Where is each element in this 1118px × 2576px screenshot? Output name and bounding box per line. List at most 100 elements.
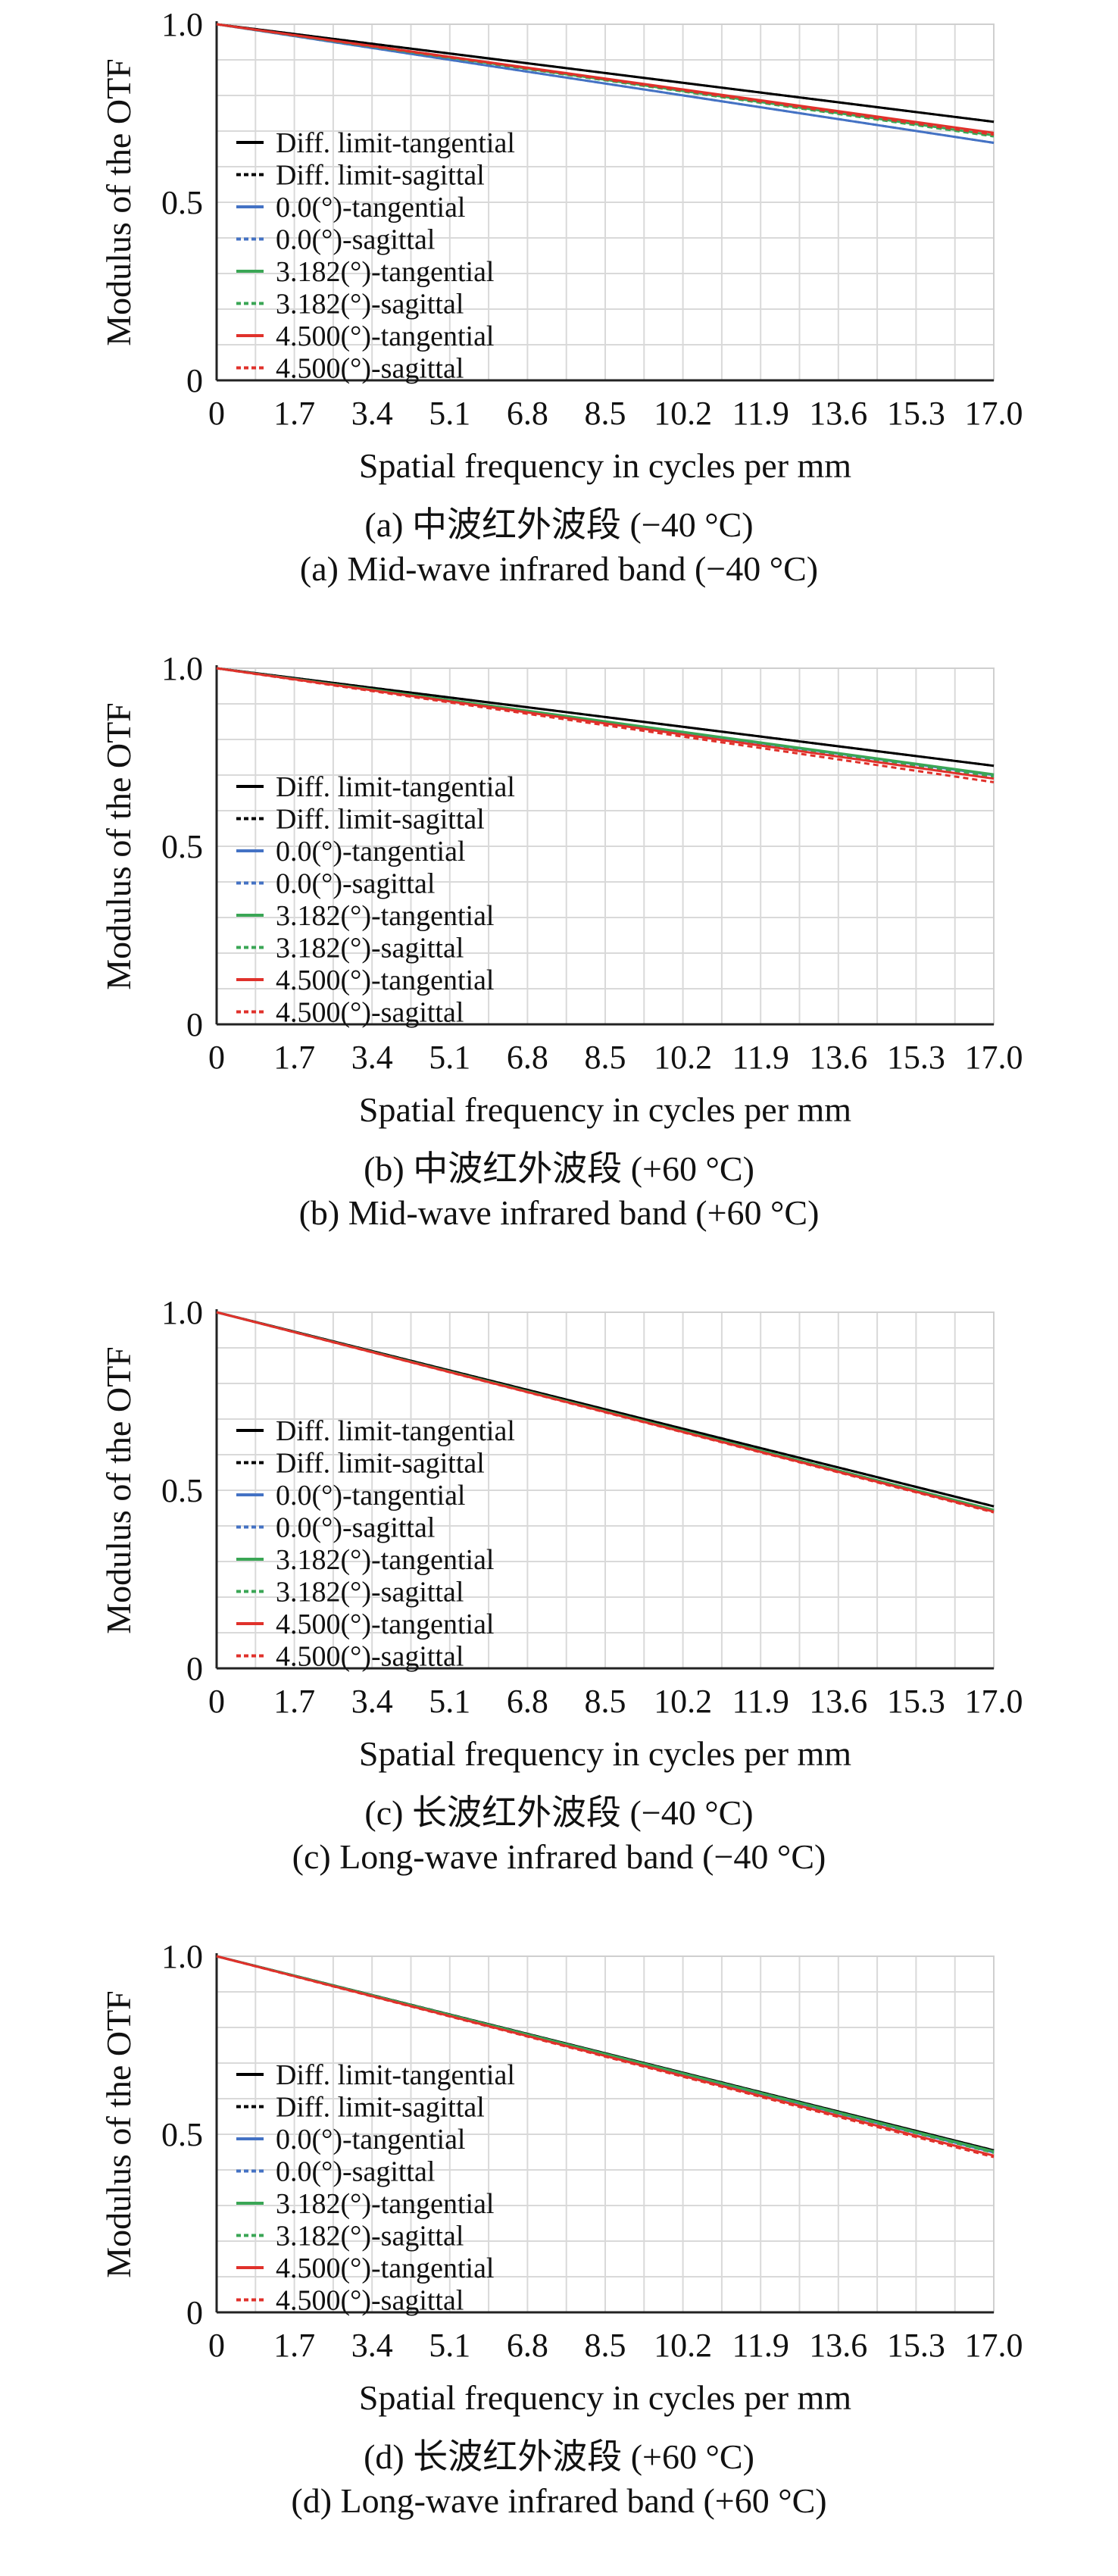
legend-label: 0.0(°)-tangential bbox=[276, 2124, 466, 2156]
x-tick-label: 5.1 bbox=[429, 1683, 470, 1720]
x-tick-label: 11.9 bbox=[732, 2327, 789, 2364]
chart-panel-c: 0 1.7 3.4 5.1 6.8 8.5 10.2 11.9 13.6 15.3 17.0 0 0.5… bbox=[0, 1288, 1118, 1932]
legend-label: 4.500(°)-tangential bbox=[276, 320, 495, 352]
chart-panel-b: 0 1.7 3.4 5.1 6.8 8.5 10.2 11.9 13.6 15.3 17.0 0 0.5… bbox=[0, 644, 1118, 1288]
x-tick-label: 3.4 bbox=[351, 395, 393, 432]
legend-label: Diff. limit-tangential bbox=[276, 1415, 515, 1447]
x-tick-label: 13.6 bbox=[809, 1039, 867, 1076]
x-tick-label: 5.1 bbox=[429, 1039, 470, 1076]
x-tick-label: 10.2 bbox=[654, 1039, 712, 1076]
x-tick-label: 0 bbox=[208, 1039, 225, 1076]
chart-panel-d: 0 1.7 3.4 5.1 6.8 8.5 10.2 11.9 13.6 15.3 17.0 0 0.5… bbox=[0, 1932, 1118, 2576]
x-tick-label: 10.2 bbox=[654, 1683, 712, 1720]
caption-en: (c) Long-wave infrared band (−40 °C) bbox=[0, 1837, 1118, 1877]
y-tick-label: 0 bbox=[186, 1006, 203, 1043]
caption-en: (a) Mid-wave infrared band (−40 °C) bbox=[0, 549, 1118, 589]
x-tick-label: 6.8 bbox=[507, 1039, 548, 1076]
y-axis-label: Modulus of the OTF bbox=[99, 58, 138, 346]
caption-zh: (b) 中波红外波段 (+60 °C) bbox=[0, 1141, 1118, 1191]
legend-label: 4.500(°)-sagittal bbox=[276, 2285, 464, 2317]
legend-label: Diff. limit-sagittal bbox=[276, 804, 485, 836]
y-axis-label: Modulus of the OTF bbox=[99, 702, 138, 990]
x-tick-label: 15.3 bbox=[887, 1683, 945, 1720]
legend-label: 4.500(°)-tangential bbox=[276, 1608, 495, 1640]
x-tick-label: 6.8 bbox=[507, 1683, 548, 1720]
x-tick-label: 1.7 bbox=[273, 1683, 315, 1720]
x-axis-label: Spatial frequency in cycles per mm bbox=[359, 446, 851, 485]
legend-label: 0.0(°)-tangential bbox=[276, 836, 466, 868]
legend-label: Diff. limit-tangential bbox=[276, 771, 515, 803]
legend-label: 0.0(°)-tangential bbox=[276, 192, 466, 224]
legend: Diff. limit-tangentialDiff. limit-sagitt… bbox=[236, 127, 515, 385]
legend-label: Diff. limit-sagittal bbox=[276, 1448, 485, 1480]
y-axis-label: Modulus of the OTF bbox=[99, 1346, 138, 1634]
x-tick-label: 8.5 bbox=[585, 395, 626, 432]
x-tick-label: 10.2 bbox=[654, 2327, 712, 2364]
x-tick-label: 8.5 bbox=[585, 1039, 626, 1076]
y-tick-label: 0 bbox=[186, 1650, 203, 1687]
x-tick-label: 1.7 bbox=[273, 1039, 315, 1076]
x-tick-label: 5.1 bbox=[429, 395, 470, 432]
legend-label: Diff. limit-tangential bbox=[276, 2059, 515, 2091]
y-tick-label: 0.5 bbox=[161, 1472, 203, 1509]
legend-label: Diff. limit-tangential bbox=[276, 127, 515, 159]
y-tick-label: 0 bbox=[186, 362, 203, 399]
x-tick-label: 5.1 bbox=[429, 2327, 470, 2364]
x-tick-label: 1.7 bbox=[273, 395, 315, 432]
x-tick-label: 15.3 bbox=[887, 2327, 945, 2364]
legend-label: 3.182(°)-tangential bbox=[276, 2188, 495, 2220]
caption-zh: (d) 长波红外波段 (+60 °C) bbox=[0, 2429, 1118, 2479]
x-tick-label: 1.7 bbox=[273, 2327, 315, 2364]
x-tick-label: 8.5 bbox=[585, 2327, 626, 2364]
legend-label: 0.0(°)-sagittal bbox=[276, 868, 435, 900]
x-tick-label: 8.5 bbox=[585, 1683, 626, 1720]
x-tick-label: 17.0 bbox=[965, 1683, 1023, 1720]
x-tick-label: 13.6 bbox=[809, 395, 867, 432]
y-tick-label: 1.0 bbox=[161, 650, 203, 687]
chart-svg-d: 0 1.7 3.4 5.1 6.8 8.5 10.2 11.9 13.6 15.3 17.0 0 0.5… bbox=[0, 1932, 1118, 2424]
legend-label: 0.0(°)-tangential bbox=[276, 1480, 466, 1512]
x-tick-label: 11.9 bbox=[732, 1683, 789, 1720]
y-tick-label: 0.5 bbox=[161, 828, 203, 865]
x-tick-label: 3.4 bbox=[351, 1683, 393, 1720]
y-tick-label: 0 bbox=[186, 2294, 203, 2331]
legend-label: 0.0(°)-sagittal bbox=[276, 2156, 435, 2188]
x-tick-label: 11.9 bbox=[732, 395, 789, 432]
caption-zh: (c) 长波红外波段 (−40 °C) bbox=[0, 1785, 1118, 1835]
caption-en: (b) Mid-wave infrared band (+60 °C) bbox=[0, 1193, 1118, 1233]
chart-panel-a: 0 1.7 3.4 5.1 6.8 8.5 10.2 11.9 13.6 15.3 17.0 0 0.5… bbox=[0, 0, 1118, 644]
x-axis-label: Spatial frequency in cycles per mm bbox=[359, 1734, 851, 1773]
legend-label: Diff. limit-sagittal bbox=[276, 160, 485, 192]
legend-label: 4.500(°)-tangential bbox=[276, 2252, 495, 2284]
x-tick-label: 0 bbox=[208, 2327, 225, 2364]
legend-label: 3.182(°)-tangential bbox=[276, 1544, 495, 1576]
y-tick-label: 1.0 bbox=[161, 6, 203, 43]
y-tick-label: 1.0 bbox=[161, 1294, 203, 1331]
chart-svg-a: 0 1.7 3.4 5.1 6.8 8.5 10.2 11.9 13.6 15.3 17.0 0 0.5… bbox=[0, 0, 1118, 492]
legend-label: 0.0(°)-sagittal bbox=[276, 224, 435, 256]
x-tick-label: 17.0 bbox=[965, 1039, 1023, 1076]
x-tick-label: 15.3 bbox=[887, 395, 945, 432]
x-tick-label: 6.8 bbox=[507, 395, 548, 432]
x-tick-label: 6.8 bbox=[507, 2327, 548, 2364]
chart-svg-c: 0 1.7 3.4 5.1 6.8 8.5 10.2 11.9 13.6 15.3 17.0 0 0.5… bbox=[0, 1288, 1118, 1780]
x-tick-label: 13.6 bbox=[809, 1683, 867, 1720]
x-tick-label: 13.6 bbox=[809, 2327, 867, 2364]
y-tick-label: 1.0 bbox=[161, 1938, 203, 1975]
x-tick-label: 10.2 bbox=[654, 395, 712, 432]
legend-label: 0.0(°)-sagittal bbox=[276, 1512, 435, 1544]
x-tick-label: 0 bbox=[208, 395, 225, 432]
x-tick-label: 3.4 bbox=[351, 2327, 393, 2364]
x-axis-label: Spatial frequency in cycles per mm bbox=[359, 1090, 851, 1129]
x-tick-label: 15.3 bbox=[887, 1039, 945, 1076]
legend-label: Diff. limit-sagittal bbox=[276, 2092, 485, 2124]
y-tick-label: 0.5 bbox=[161, 184, 203, 221]
legend-label: 4.500(°)-tangential bbox=[276, 964, 495, 996]
legend-label: 3.182(°)-sagittal bbox=[276, 933, 464, 964]
x-tick-label: 17.0 bbox=[965, 2327, 1023, 2364]
y-axis-label: Modulus of the OTF bbox=[99, 1990, 138, 2278]
x-tick-label: 0 bbox=[208, 1683, 225, 1720]
y-tick-label: 0.5 bbox=[161, 2116, 203, 2153]
